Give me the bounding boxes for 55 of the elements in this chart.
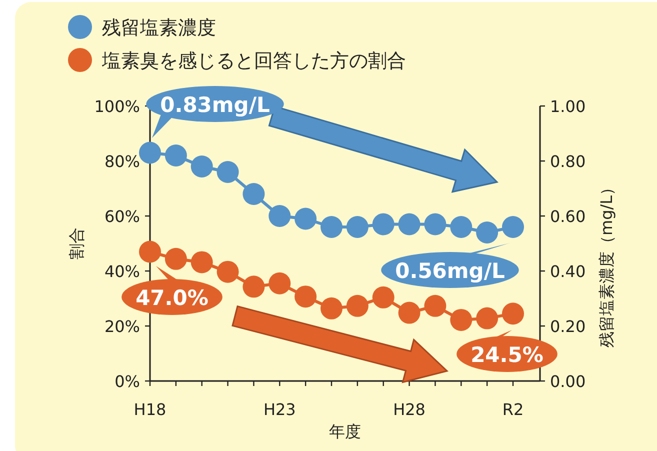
annotation: 47.0% xyxy=(136,286,208,310)
point xyxy=(424,294,446,317)
x-tick-label: H18 xyxy=(134,400,166,419)
y2-tick-label: 0.60 xyxy=(550,207,586,226)
point xyxy=(346,294,368,317)
point xyxy=(294,208,317,230)
y2-tick-label: 0.00 xyxy=(550,372,586,391)
x-tick-label: H23 xyxy=(263,400,296,419)
y-tick-label: 100% xyxy=(94,97,140,116)
legend-label: 塩素臭を感じると回答した方の割合 xyxy=(101,50,406,72)
point xyxy=(216,260,239,283)
point xyxy=(372,286,394,308)
point xyxy=(450,216,472,238)
y2-tick-label: 1.00 xyxy=(550,97,586,116)
annotation: 0.83mg/L xyxy=(160,93,270,117)
annotation: 0.56mg/L xyxy=(395,259,505,283)
y2-tick-label: 0.40 xyxy=(550,262,586,281)
y-tick-label: 80% xyxy=(104,152,140,171)
point xyxy=(424,213,446,236)
point xyxy=(139,240,161,263)
point xyxy=(372,213,394,236)
point xyxy=(294,286,317,308)
y-tick-label: 60% xyxy=(104,207,140,226)
point xyxy=(268,205,291,227)
point xyxy=(398,213,420,236)
annotation: 24.5% xyxy=(470,343,544,367)
point xyxy=(190,156,213,178)
y2-axis-title: 残留塩素濃度（mg/L） xyxy=(597,179,616,348)
y-axis-title: 割合 xyxy=(67,228,86,260)
point xyxy=(346,216,368,238)
point xyxy=(502,216,524,238)
point xyxy=(476,222,498,244)
y-tick-label: 40% xyxy=(104,262,140,281)
y-tick-label: 20% xyxy=(104,317,140,336)
legend-label: 残留塩素濃度 xyxy=(102,17,216,39)
point xyxy=(139,142,161,164)
point xyxy=(164,144,187,166)
point xyxy=(320,216,342,238)
point xyxy=(216,161,239,183)
point xyxy=(164,248,187,270)
point xyxy=(320,297,342,320)
y-tick-label: 0% xyxy=(114,372,140,391)
x-tick-label: H28 xyxy=(393,400,426,419)
point xyxy=(476,307,498,330)
point xyxy=(242,183,265,205)
x-tick-label: R2 xyxy=(502,400,524,419)
x-axis-title: 年度 xyxy=(329,422,361,441)
point xyxy=(242,276,265,298)
point xyxy=(398,302,420,324)
y2-tick-label: 0.80 xyxy=(550,152,586,171)
point xyxy=(190,251,213,274)
y2-tick-label: 0.20 xyxy=(550,317,586,336)
point xyxy=(268,272,291,294)
point xyxy=(450,308,472,331)
point xyxy=(502,302,524,325)
